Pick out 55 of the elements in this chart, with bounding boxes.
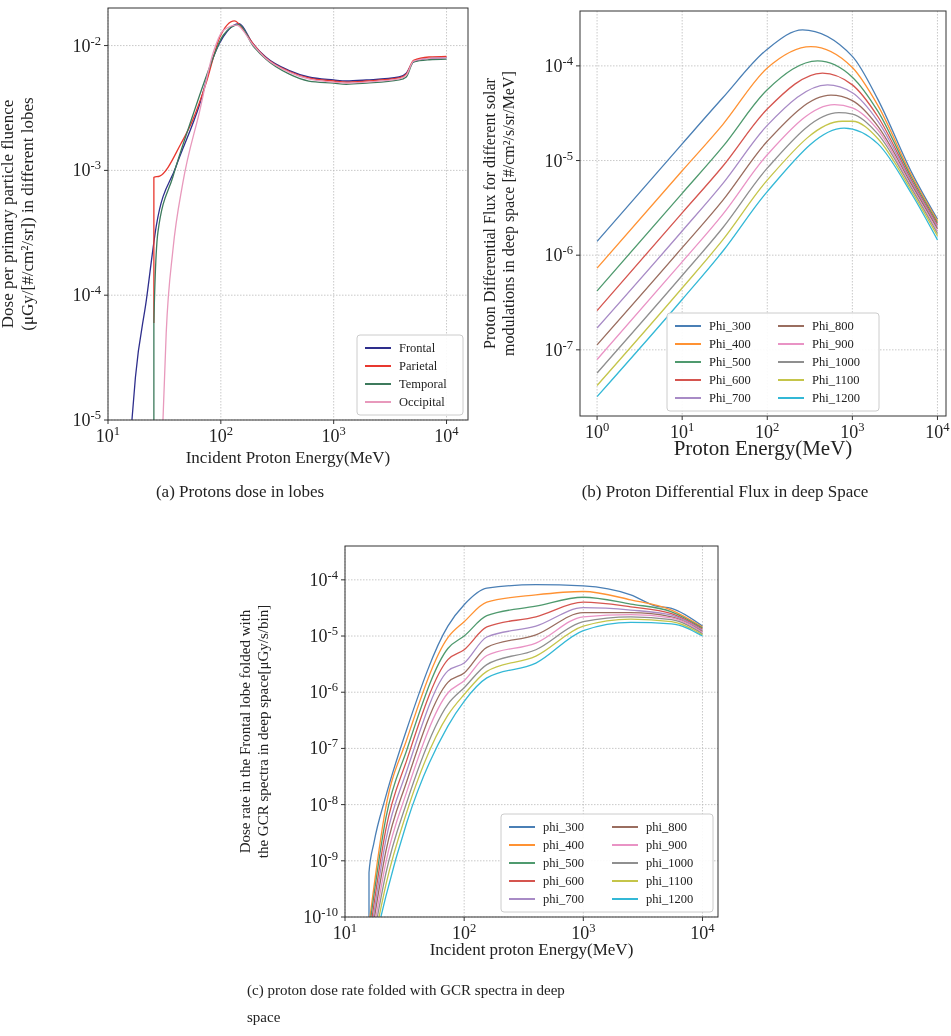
y-tick-label: 10$^{-8}$ xyxy=(309,792,338,815)
legend-label: phi_1100 xyxy=(646,874,693,888)
legend-label: Phi_700 xyxy=(709,391,751,405)
legend-label: Parietal xyxy=(399,359,438,373)
legend-label: Occipital xyxy=(399,395,446,409)
legend-label: phi_300 xyxy=(543,820,584,834)
legend-label: Phi_900 xyxy=(812,337,854,351)
y-tick-label: 10$^{-5}$ xyxy=(544,148,573,171)
y-tick-label: 10$^{-2}$ xyxy=(72,33,101,56)
x-tick-label: 10$^{3}$ xyxy=(571,921,596,943)
y-tick-label: 10$^{-4}$ xyxy=(544,53,574,76)
legend-label: Phi_400 xyxy=(709,337,751,351)
x-tick-label: 10$^{1}$ xyxy=(670,420,695,442)
legend-label: phi_700 xyxy=(543,892,584,906)
x-tick-label: 10$^{2}$ xyxy=(755,420,780,442)
y-axis-title: Proton Differential Flux for different solar modulations in deep space [#/cm²/s/sr/MeV] xyxy=(481,71,518,356)
text: (c) proton dose rate folded with GCR spectra in deep space xyxy=(247,982,565,1025)
legend-label: phi_800 xyxy=(646,820,687,834)
y-axis-title: Dose rate in the Frontal lobe folded with the GCR spectra in deep space[μGy/s/bin] xyxy=(237,604,271,859)
x-tick-label: 10$^{4}$ xyxy=(690,921,716,943)
x-tick-label: 10$^{3}$ xyxy=(321,424,346,446)
x-axis-title: Incident Proton Energy(MeV) xyxy=(185,448,391,467)
x-tick-label: 10$^{2}$ xyxy=(208,424,233,446)
y-tick-label: 10$^{-4}$ xyxy=(72,283,102,306)
y-tick-label: 10$^{-5}$ xyxy=(309,624,338,647)
legend-label: Temporal xyxy=(399,377,448,391)
x-tick-label: 10$^{0}$ xyxy=(584,420,610,442)
x-tick-label: 10$^{2}$ xyxy=(452,921,477,943)
legend-label: phi_500 xyxy=(543,856,584,870)
legend-label: phi_1000 xyxy=(646,856,694,870)
y-tick-label: 10$^{-7}$ xyxy=(309,736,338,759)
text: (a) Protons dose in lobes xyxy=(155,482,325,501)
legend-label: phi_400 xyxy=(543,838,584,852)
x-tick-label: 10$^{4}$ xyxy=(925,420,951,442)
y-tick-label: 10$^{-3}$ xyxy=(72,158,101,181)
y-tick-label: 10$^{-7}$ xyxy=(544,337,573,360)
legend-label: Phi_1100 xyxy=(812,373,860,387)
legend-label: phi_600 xyxy=(543,874,584,888)
legend-label: Phi_300 xyxy=(709,319,751,333)
text: (b) Proton Differential Flux in deep Space xyxy=(581,482,869,501)
y-tick-label: 10$^{-4}$ xyxy=(309,567,339,590)
legend-label: Phi_800 xyxy=(812,319,854,333)
x-axis-title: Incident proton Energy(MeV) xyxy=(429,940,634,959)
x-tick-label: 10$^{4}$ xyxy=(434,424,460,446)
y-axis-title: Dose per primary particle fluence (μGy/[#/cm²/sr]) in different lobes xyxy=(0,97,37,331)
legend-label: Phi_1200 xyxy=(812,391,860,405)
legend-label: phi_900 xyxy=(646,838,687,852)
legend-label: Phi_1000 xyxy=(812,355,860,369)
y-tick-label: 10$^{-9}$ xyxy=(309,848,338,871)
y-tick-label: 10$^{-6}$ xyxy=(544,243,573,266)
legend-label: Frontal xyxy=(399,341,436,355)
y-tick-label: 10$^{-6}$ xyxy=(309,680,338,703)
legend-label: Phi_600 xyxy=(709,373,751,387)
legend-label: Phi_500 xyxy=(709,355,751,369)
legend-label: phi_1200 xyxy=(646,892,694,906)
